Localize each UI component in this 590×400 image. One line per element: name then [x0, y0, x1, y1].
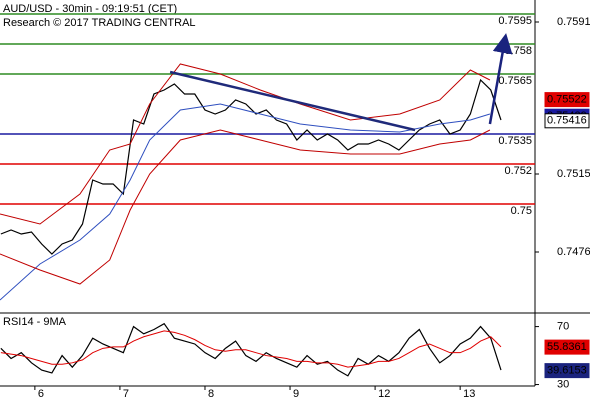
- chart-title: AUD/USD - 30min - 09:19:51 (CET): [3, 3, 177, 15]
- price-tag-label: 0.75416: [547, 115, 587, 127]
- series-line: [0, 63, 491, 225]
- price-tag-label: 55.8361: [547, 341, 587, 353]
- y-tick-label: 70: [557, 320, 569, 332]
- series-line: [0, 322, 502, 377]
- y-tick-label: 30: [557, 378, 569, 390]
- plot-area: [0, 13, 535, 301]
- y-tick-label: 0.7515: [557, 168, 590, 180]
- trend-line: [169, 70, 416, 132]
- x-tick-label: 8: [208, 388, 214, 400]
- price-tag: [544, 363, 590, 379]
- price-tag-label: 0.75522: [547, 94, 587, 106]
- panel-title: RSI14 - 9MA: [3, 316, 67, 328]
- x-tick-label: 7: [123, 388, 129, 400]
- price-tag-label: 39.6153: [547, 365, 587, 377]
- series-line: [0, 330, 502, 368]
- level-label: 0.7535: [498, 135, 532, 147]
- price-tag: [544, 339, 590, 355]
- price-tag: [544, 92, 590, 108]
- chart-subtitle: Research © 2017 TRADING CENTRAL: [3, 17, 196, 29]
- y-tick-label: 0.7591: [557, 16, 590, 28]
- x-tick-label: 6: [38, 388, 44, 400]
- series-line: [0, 78, 502, 255]
- level-label: 0.758: [504, 45, 532, 57]
- y-tick-label: 0.7476: [557, 246, 590, 258]
- level-label: 0.7565: [498, 75, 532, 87]
- plot-area: [0, 322, 502, 377]
- x-tick-label: 13: [463, 388, 475, 400]
- series-line: [0, 129, 491, 285]
- x-tick-label: 9: [293, 388, 299, 400]
- forecast-arrow: [488, 33, 513, 125]
- level-label: 0.752: [504, 165, 532, 177]
- price-tag: [544, 113, 590, 129]
- series-line: [0, 103, 491, 301]
- level-label: 0.75: [511, 205, 532, 217]
- level-label: 0.7595: [498, 15, 532, 27]
- x-tick-label: 12: [378, 388, 390, 400]
